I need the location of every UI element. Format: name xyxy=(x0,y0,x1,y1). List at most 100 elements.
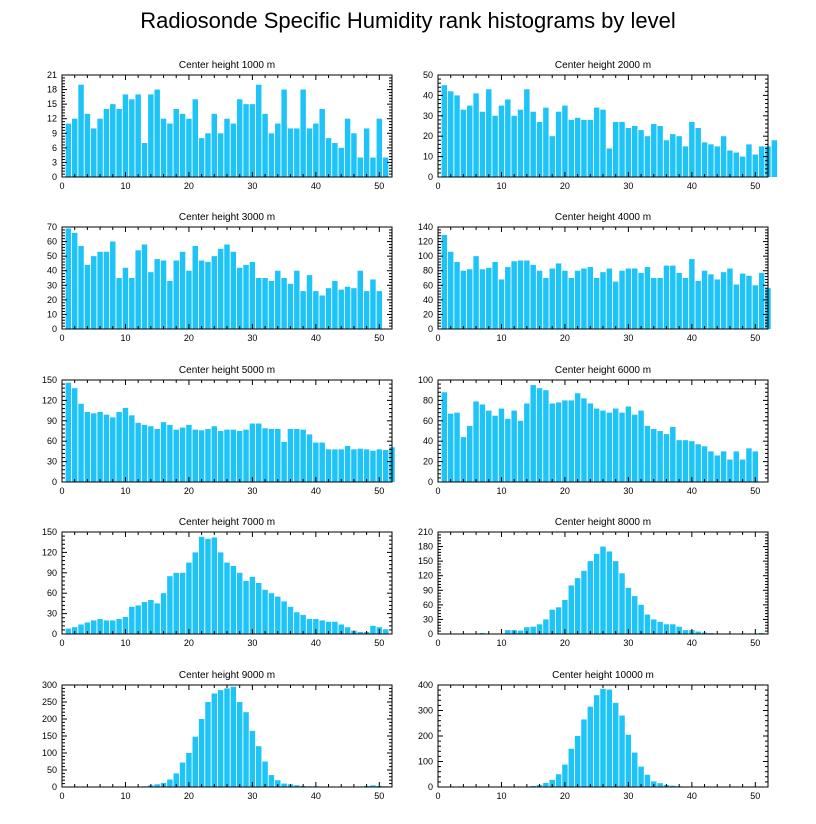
bar xyxy=(344,445,351,482)
bar xyxy=(720,451,727,482)
bar xyxy=(486,89,492,177)
bar xyxy=(294,785,300,787)
bar xyxy=(116,411,122,482)
x-tick-label: 10 xyxy=(496,486,506,496)
bar xyxy=(275,123,281,177)
bar xyxy=(473,256,479,329)
bar xyxy=(186,753,192,787)
bar xyxy=(230,686,237,787)
bar xyxy=(224,244,230,329)
bar xyxy=(568,119,574,177)
y-tick-label: 0 xyxy=(52,324,57,334)
bar xyxy=(739,273,746,329)
bar xyxy=(473,401,479,482)
bar xyxy=(65,382,72,482)
bar xyxy=(122,94,129,177)
bar xyxy=(198,536,205,634)
bar xyxy=(739,459,746,482)
bar xyxy=(530,264,536,329)
bar xyxy=(243,429,249,482)
bar xyxy=(325,138,332,177)
x-tick-label: 40 xyxy=(311,638,321,648)
bar xyxy=(198,138,205,177)
bar xyxy=(676,272,682,329)
y-tick-label: 90 xyxy=(47,568,57,578)
bar xyxy=(256,84,262,177)
bar xyxy=(587,561,594,634)
bar xyxy=(612,702,619,787)
y-tick-label: 200 xyxy=(42,714,57,724)
bar xyxy=(224,562,230,634)
bar xyxy=(536,270,543,329)
x-tick-label: 50 xyxy=(750,791,760,801)
bar xyxy=(467,425,473,482)
bar xyxy=(606,689,613,787)
y-tick-label: 0 xyxy=(52,782,57,792)
bar xyxy=(230,123,237,177)
y-tick-label: 10 xyxy=(47,309,57,319)
bar xyxy=(708,274,714,329)
y-tick-label: 120 xyxy=(418,571,433,581)
bar xyxy=(306,275,313,329)
bar xyxy=(338,449,344,482)
bar xyxy=(663,140,670,177)
bar xyxy=(103,251,110,329)
bar xyxy=(454,261,460,329)
bar xyxy=(682,440,689,482)
bar xyxy=(116,619,122,634)
bar xyxy=(644,136,651,177)
y-tick-label: 0 xyxy=(428,782,433,792)
bar xyxy=(568,400,574,482)
bar xyxy=(524,403,530,482)
bar xyxy=(262,278,268,329)
bar xyxy=(160,260,167,329)
bar xyxy=(205,428,211,482)
y-tick-label: 140 xyxy=(418,222,433,232)
bar xyxy=(447,413,454,482)
bar xyxy=(135,422,141,482)
bar xyxy=(256,746,262,787)
x-tick-label: 50 xyxy=(374,333,384,343)
bar xyxy=(110,241,116,329)
bar xyxy=(110,417,116,482)
panel-7: Center height 7000 m 0 10 20 30 40 50 0 30 60 90 12… xyxy=(42,517,393,648)
bar xyxy=(511,410,517,482)
bar xyxy=(65,628,72,634)
bar xyxy=(281,601,287,634)
bar xyxy=(160,593,167,634)
bar xyxy=(587,403,594,482)
bar xyxy=(758,146,765,177)
bar xyxy=(91,128,97,177)
bar xyxy=(154,784,160,787)
bar xyxy=(695,128,701,177)
bar xyxy=(65,123,72,177)
y-tick-label: 120 xyxy=(42,395,57,405)
bar xyxy=(363,128,370,177)
bar xyxy=(492,261,498,329)
y-tick-label: 150 xyxy=(42,527,57,537)
y-tick-label: 100 xyxy=(418,757,433,767)
bar xyxy=(275,428,281,482)
bar xyxy=(262,428,268,482)
bar xyxy=(71,388,78,482)
y-tick-label: 50 xyxy=(47,251,57,261)
x-tick-label: 10 xyxy=(120,333,130,343)
bar xyxy=(581,398,587,482)
bar xyxy=(148,272,154,329)
bar xyxy=(714,279,720,329)
bar xyxy=(632,752,638,787)
bar xyxy=(154,89,160,177)
y-tick-label: 0 xyxy=(428,629,433,639)
bar xyxy=(574,117,581,177)
bar xyxy=(505,630,511,634)
bar xyxy=(714,455,720,482)
x-tick-label: 50 xyxy=(374,181,384,191)
bar xyxy=(84,113,91,177)
bar xyxy=(281,89,287,177)
bar xyxy=(632,126,638,177)
bar xyxy=(351,288,357,329)
bar xyxy=(65,228,72,329)
bar xyxy=(217,431,224,482)
x-tick-label: 20 xyxy=(184,333,194,343)
